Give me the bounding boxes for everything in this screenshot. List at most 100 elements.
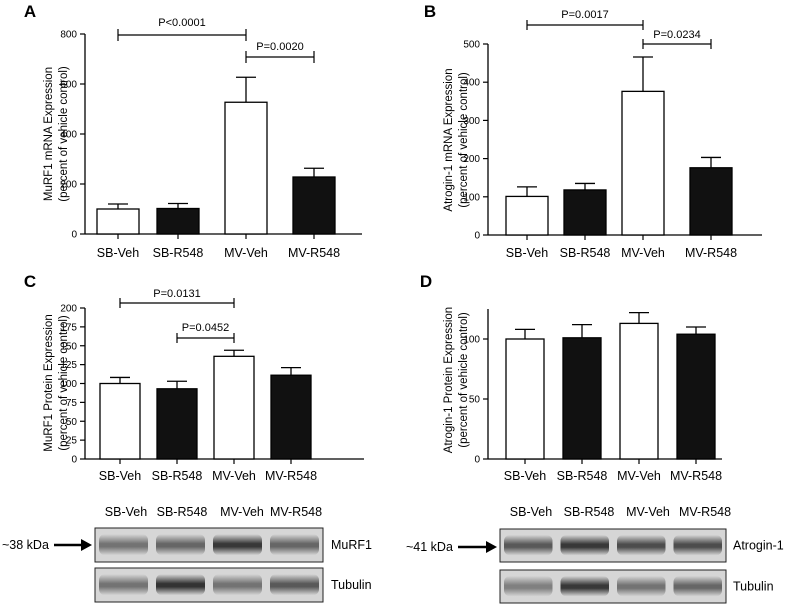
y-axis-label-unit: (percent of vehicle control) (458, 312, 470, 448)
p-value-label: P<0.0001 (158, 17, 205, 29)
y-tick-label: 175 (60, 322, 77, 333)
blot-lane-label: MV-R548 (679, 505, 731, 519)
y-tick-label: 200 (60, 180, 77, 191)
p-value-label: P=0.0131 (153, 288, 200, 300)
x-tick-label: MV-R548 (288, 246, 340, 260)
blot-band (504, 534, 553, 556)
y-tick-label: 125 (60, 360, 77, 371)
x-tick-label: SB-Veh (97, 246, 139, 260)
blot-strip-label: Atrogin-1 (733, 539, 784, 553)
panel-letter: B (424, 2, 436, 21)
bar-mv-veh (224, 101, 268, 235)
bar-sb-veh (505, 195, 549, 236)
blot-band (270, 534, 319, 556)
y-axis-label: Atrogin-1 mRNA Expression (443, 68, 455, 211)
blot-lane-label: MV-R548 (270, 505, 322, 519)
y-tick-label: 200 (60, 304, 77, 315)
y-axis-label-unit: (percent of vehicle control) (58, 315, 70, 451)
bar-sb-r548 (156, 388, 198, 460)
y-tick-label: 100 (463, 192, 480, 203)
x-tick-label: MV-R548 (265, 469, 317, 483)
y-tick-label: 25 (66, 436, 78, 447)
blot-strip-murf1: MuRF1 (94, 527, 372, 563)
blot-strip-tubulin: Tubulin (499, 569, 774, 604)
bar-sb-veh (505, 338, 545, 460)
arrow-right-icon (81, 539, 92, 551)
x-tick-label: MV-Veh (621, 246, 665, 260)
blot-strip-tubulin: Tubulin (94, 567, 372, 603)
y-tick-label: 200 (463, 154, 480, 165)
blot-band (99, 574, 148, 596)
y-axis-label-unit: (percent of vehicle control) (458, 72, 470, 208)
blot-strip-atrogin-1: Atrogin-1 (499, 528, 784, 563)
y-tick-label: 400 (463, 78, 480, 89)
p-value-label: P=0.0234 (653, 29, 700, 41)
blot-lane-label: SB-Veh (510, 505, 552, 519)
blot-lane-label: MV-Veh (626, 505, 670, 519)
bar-mv-r548 (270, 374, 312, 460)
blot-lane-label: SB-R548 (564, 505, 615, 519)
panel-letter: C (24, 272, 36, 291)
y-tick-label: 100 (463, 335, 480, 346)
y-axis-label: MuRF1 Protein Expression (43, 314, 55, 451)
y-tick-label: 50 (469, 395, 481, 406)
blot-lane-label: MV-Veh (220, 505, 264, 519)
panel-c: C MuRF1 Protein Expression (percent of veh… (24, 272, 364, 483)
bar-sb-r548 (563, 189, 607, 236)
blot-lane-label: SB-R548 (157, 505, 208, 519)
y-axis-label: MuRF1 mRNA Expression (43, 67, 55, 201)
x-tick-label: SB-Veh (506, 246, 548, 260)
panel-b: B Atrogin-1 mRNA Expression (percent of ve… (424, 2, 762, 260)
x-tick-label: SB-Veh (99, 469, 141, 483)
bar-mv-r548 (689, 167, 733, 236)
x-tick-label: SB-Veh (504, 469, 546, 483)
y-tick-label: 0 (71, 455, 77, 466)
blot-strip-label: MuRF1 (331, 538, 372, 552)
y-tick-label: 75 (66, 398, 78, 409)
y-tick-label: 300 (463, 116, 480, 127)
y-tick-label: 0 (474, 455, 480, 466)
blot-strip-label: Tubulin (331, 578, 372, 592)
x-tick-label: SB-R548 (153, 246, 204, 260)
blot-band (560, 575, 609, 597)
x-tick-label: MV-R548 (670, 469, 722, 483)
blot-band (156, 534, 205, 556)
blot-band (156, 574, 205, 596)
panel-a: A MuRF1 mRNA Expression (percent of vehicl… (24, 2, 362, 260)
blot-band (617, 534, 666, 556)
bar-sb-veh (96, 208, 140, 235)
x-tick-label: MV-Veh (212, 469, 256, 483)
p-value-label: P=0.0017 (561, 9, 608, 21)
x-tick-label: MV-Veh (617, 469, 661, 483)
blot-d: SB-Veh SB-R548 MV-Veh MV-R548 Atrogin-1 Tubul… (406, 505, 784, 604)
blot-band (617, 575, 666, 597)
panel-letter: D (420, 272, 432, 291)
bar-sb-veh (99, 382, 141, 460)
blot-band (213, 534, 262, 556)
blot-c: SB-Veh SB-R548 MV-Veh MV-R548 MuRF1 Tubulin ~3… (2, 505, 372, 603)
y-tick-label: 150 (60, 341, 77, 352)
panel-letter: A (24, 2, 36, 21)
bar-sb-r548 (562, 337, 602, 460)
blot-band (673, 575, 722, 597)
blot-strip-label: Tubulin (733, 580, 774, 594)
panel-d: D Atrogin-1 Protein Expression (percent of… (420, 272, 722, 483)
bar-mv-veh (213, 355, 255, 460)
blot-band (213, 574, 262, 596)
x-tick-label: SB-R548 (557, 469, 608, 483)
bar-mv-r548 (292, 176, 336, 235)
molecular-weight-marker: ~38 kDa (2, 538, 49, 552)
y-tick-label: 800 (60, 30, 77, 41)
x-tick-label: MV-Veh (224, 246, 268, 260)
p-value-label: P=0.0020 (256, 41, 303, 53)
y-tick-label: 100 (60, 379, 77, 390)
blot-band (99, 534, 148, 556)
blot-band (504, 575, 553, 597)
x-tick-label: SB-R548 (560, 246, 611, 260)
bar-mv-r548 (676, 333, 716, 460)
x-tick-label: MV-R548 (685, 246, 737, 260)
y-axis-label: Atrogin-1 Protein Expression (443, 307, 455, 453)
blot-band (270, 574, 319, 596)
bar-mv-veh (619, 322, 659, 460)
